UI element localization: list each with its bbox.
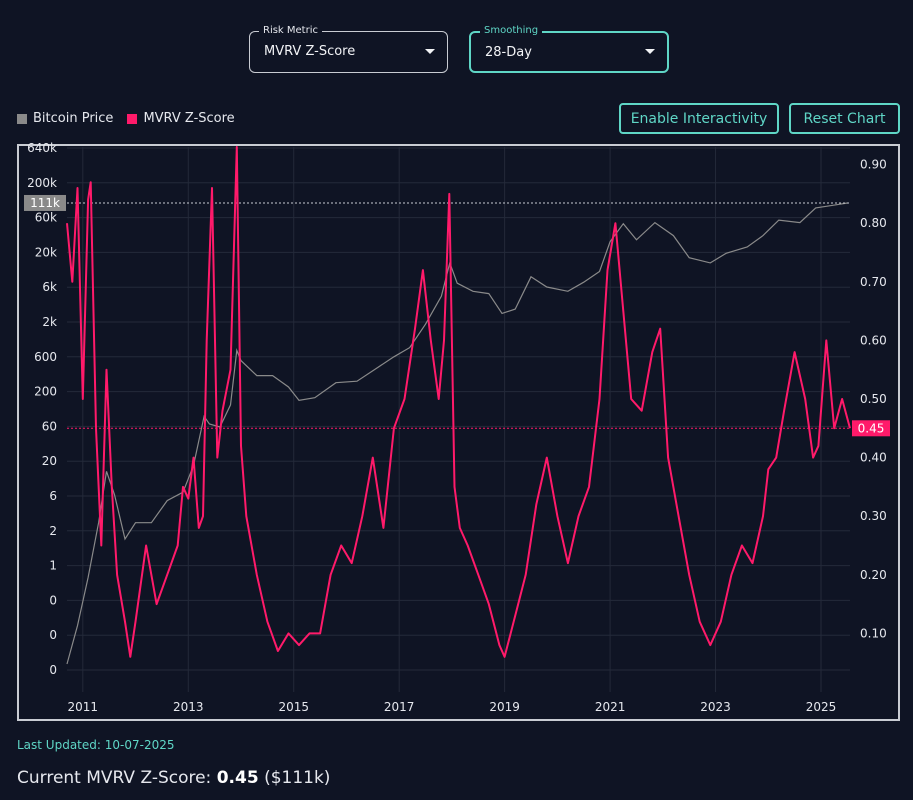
y-left-tick-label: 200k <box>27 176 57 190</box>
price-swatch-icon <box>17 113 27 124</box>
legend-item-metric[interactable]: MVRV Z-Score <box>127 111 235 126</box>
risk-metric-label: Risk Metric <box>259 24 322 38</box>
price-series-line <box>66 202 848 665</box>
y-left-tick-label: 60 <box>42 419 57 433</box>
x-tick-label: 2011 <box>68 700 99 714</box>
y-right-tick-label: 0.20 <box>860 568 887 582</box>
current-score: Current MVRV Z-Score: 0.45 ($111k) <box>17 768 330 788</box>
current-score-label: Current MVRV Z-Score: <box>17 768 212 788</box>
chart-legend: Bitcoin Price MVRV Z-Score <box>17 111 235 126</box>
y-left-tick-label: 1 <box>49 559 57 573</box>
y-left-tick-label: 0 <box>49 663 57 677</box>
y-right-tick-label: 0.10 <box>860 626 887 640</box>
y-left-tick-label: 640k <box>27 141 57 155</box>
x-tick-label: 2025 <box>806 700 837 714</box>
y-left-tick-label: 2k <box>42 315 57 329</box>
smoothing-select[interactable]: Smoothing 28-Day <box>469 24 669 73</box>
current-score-value: 0.45 <box>216 768 259 788</box>
mvrv-series-line <box>66 146 851 658</box>
current-price-badge <box>24 194 66 211</box>
reset-chart-button[interactable]: Reset Chart <box>789 103 900 134</box>
x-tick-label: 2021 <box>595 700 626 714</box>
y-right-tick-label: 0.80 <box>860 216 887 230</box>
y-left-tick-label: 20 <box>42 454 57 468</box>
y-left-tick-label: 20k <box>35 245 57 259</box>
y-left-tick-label: 0 <box>49 593 57 607</box>
y-left-tick-label: 2 <box>49 524 57 538</box>
current-price-badge-label: 111k <box>30 196 60 210</box>
risk-metric-value: MVRV Z-Score <box>264 44 356 59</box>
y-right-tick-label: 0.50 <box>860 392 887 406</box>
y-right-tick-label: 0.90 <box>860 158 887 172</box>
current-metric-badge-label: 0.45 <box>858 421 885 435</box>
smoothing-label: Smoothing <box>480 24 543 38</box>
y-right-tick-label: 0.40 <box>860 451 887 465</box>
x-tick-label: 2013 <box>173 700 204 714</box>
x-tick-label: 2019 <box>489 700 520 714</box>
y-left-tick-label: 600 <box>34 350 57 364</box>
last-updated: Last Updated: 10-07-2025 <box>17 738 175 752</box>
y-left-tick-label: 60k <box>35 211 57 225</box>
y-left-tick-label: 6 <box>49 489 57 503</box>
metric-swatch-icon <box>127 113 138 124</box>
risk-metric-select[interactable]: Risk Metric MVRV Z-Score <box>249 24 448 73</box>
legend-item-price[interactable]: Bitcoin Price <box>17 111 113 126</box>
legend-price-label: Bitcoin Price <box>33 111 114 126</box>
smoothing-value: 28-Day <box>485 45 532 60</box>
x-tick-label: 2015 <box>278 700 309 714</box>
y-left-tick-label: 0 <box>49 628 57 642</box>
x-tick-label: 2023 <box>700 700 731 714</box>
current-metric-badge <box>852 420 890 437</box>
chevron-down-icon <box>645 49 655 54</box>
x-tick-label: 2017 <box>384 700 415 714</box>
chevron-down-icon <box>425 49 435 54</box>
chart-frame <box>17 144 900 721</box>
legend-metric-label: MVRV Z-Score <box>143 111 235 126</box>
y-left-tick-label: 6k <box>42 280 57 294</box>
current-score-price: ($111k) <box>264 768 331 788</box>
y-right-tick-label: 0.30 <box>860 509 887 523</box>
y-left-tick-label: 200 <box>34 385 57 399</box>
enable-interactivity-button[interactable]: Enable Interactivity <box>619 103 779 134</box>
y-right-tick-label: 0.60 <box>860 333 887 347</box>
y-right-tick-label: 0.70 <box>860 275 887 289</box>
